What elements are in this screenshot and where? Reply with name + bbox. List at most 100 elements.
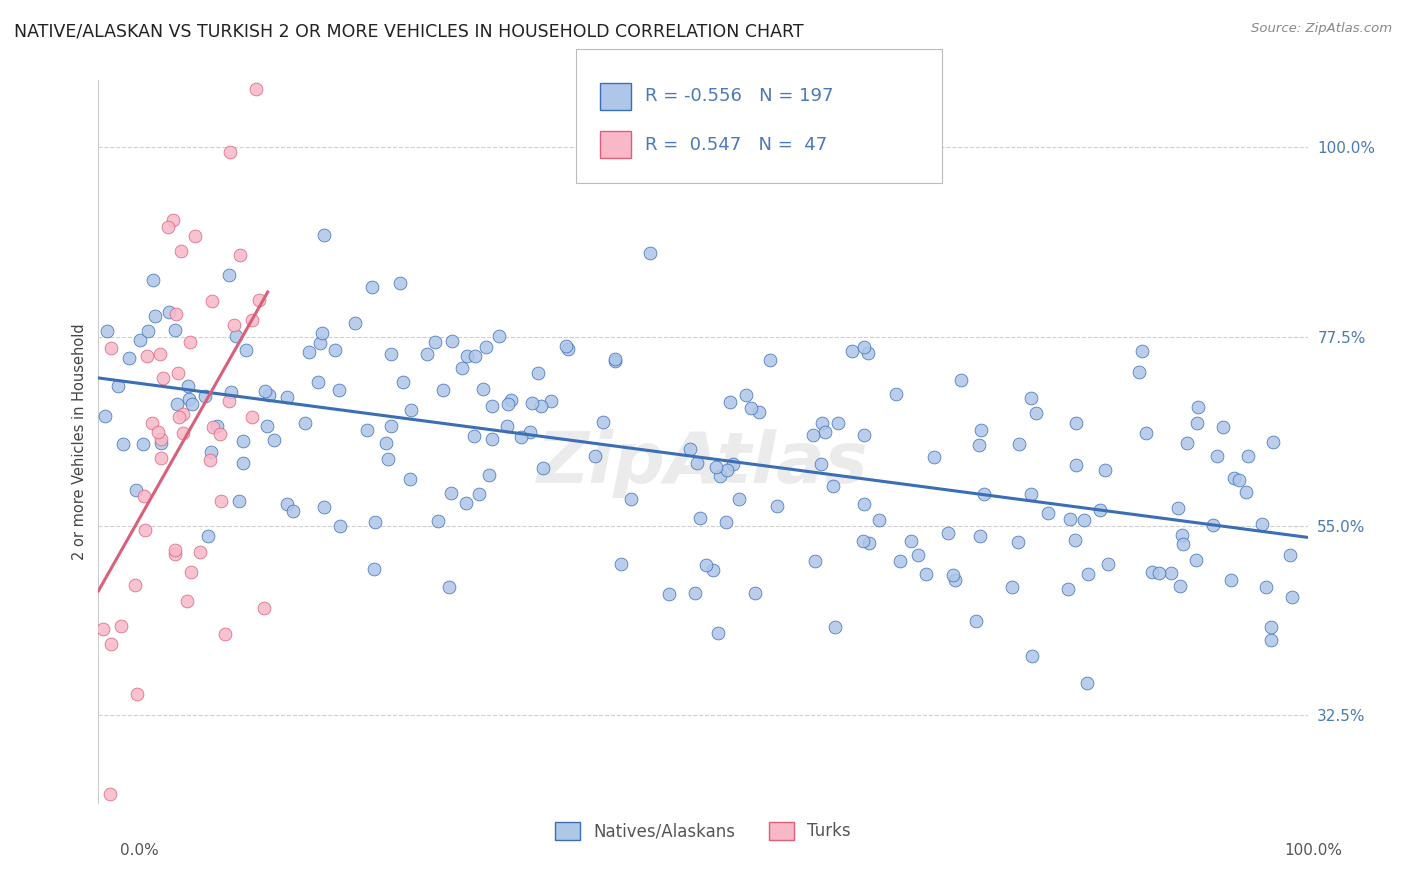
Point: [695, 558, 717, 572]
Point: [509, 430, 531, 444]
Point: [157, 220, 180, 235]
Point: [1128, 365, 1150, 379]
Point: [218, 268, 240, 282]
Point: [744, 586, 766, 600]
Point: [427, 514, 450, 528]
Point: [1160, 566, 1182, 580]
Point: [256, 418, 278, 433]
Point: [467, 487, 489, 501]
Point: [1135, 425, 1157, 440]
Point: [91, 622, 114, 636]
Point: [401, 403, 423, 417]
Point: [949, 373, 972, 387]
Point: [202, 420, 225, 434]
Point: [188, 545, 211, 559]
Point: [180, 565, 202, 579]
Point: [136, 349, 159, 363]
Point: [100, 637, 122, 651]
Point: [706, 626, 728, 640]
Point: [609, 557, 631, 571]
Point: [463, 429, 485, 443]
Point: [1008, 436, 1031, 450]
Point: [247, 293, 270, 308]
Point: [152, 371, 174, 385]
Point: [702, 563, 724, 577]
Point: [107, 379, 129, 393]
Y-axis label: 2 or more Vehicles in Household: 2 or more Vehicles in Household: [72, 323, 87, 560]
Point: [1185, 416, 1208, 430]
Point: [620, 492, 643, 507]
Point: [364, 516, 387, 530]
Point: [858, 536, 880, 550]
Point: [224, 318, 246, 332]
Point: [110, 619, 132, 633]
Point: [172, 407, 194, 421]
Point: [1090, 503, 1112, 517]
Point: [294, 416, 316, 430]
Point: [98, 787, 121, 801]
Point: [363, 561, 385, 575]
Point: [228, 493, 250, 508]
Point: [179, 335, 201, 350]
Point: [1149, 566, 1171, 581]
Point: [1167, 501, 1189, 516]
Point: [232, 434, 254, 449]
Point: [125, 483, 148, 498]
Point: [176, 594, 198, 608]
Point: [283, 504, 305, 518]
Point: [716, 463, 738, 477]
Point: [1019, 486, 1042, 500]
Point: [209, 427, 232, 442]
Point: [1019, 392, 1042, 406]
Point: [1140, 565, 1163, 579]
Point: [1254, 580, 1277, 594]
Point: [307, 375, 329, 389]
Text: ZipAtlas: ZipAtlas: [537, 429, 869, 498]
Point: [298, 344, 321, 359]
Point: [709, 468, 731, 483]
Point: [194, 389, 217, 403]
Point: [727, 491, 749, 506]
Point: [276, 497, 298, 511]
Point: [1263, 434, 1285, 449]
Point: [253, 600, 276, 615]
Point: [96, 324, 118, 338]
Point: [720, 395, 742, 409]
Point: [1279, 548, 1302, 562]
Point: [1130, 343, 1153, 358]
Point: [1205, 450, 1227, 464]
Point: [232, 456, 254, 470]
Point: [721, 457, 744, 471]
Point: [242, 313, 264, 327]
Point: [679, 442, 702, 456]
Point: [214, 627, 236, 641]
Point: [240, 409, 263, 424]
Point: [527, 367, 550, 381]
Point: [638, 245, 661, 260]
Point: [1173, 537, 1195, 551]
Point: [325, 343, 347, 358]
Point: [225, 328, 247, 343]
Point: [94, 409, 117, 423]
Point: [689, 511, 711, 525]
Point: [432, 384, 454, 398]
Point: [456, 496, 478, 510]
Point: [801, 428, 824, 442]
Point: [245, 82, 267, 96]
Point: [1212, 420, 1234, 434]
Point: [201, 293, 224, 308]
Point: [127, 687, 149, 701]
Point: [475, 339, 498, 353]
Point: [499, 392, 522, 407]
Point: [380, 347, 402, 361]
Point: [868, 513, 890, 527]
Point: [209, 494, 232, 508]
Point: [740, 401, 762, 415]
Point: [184, 229, 207, 244]
Point: [827, 416, 849, 430]
Point: [810, 458, 832, 472]
Point: [399, 472, 422, 486]
Text: NATIVE/ALASKAN VS TURKISH 2 OR MORE VEHICLES IN HOUSEHOLD CORRELATION CHART: NATIVE/ALASKAN VS TURKISH 2 OR MORE VEHI…: [14, 22, 804, 40]
Text: R = -0.556   N = 197: R = -0.556 N = 197: [645, 87, 834, 105]
Point: [969, 529, 991, 543]
